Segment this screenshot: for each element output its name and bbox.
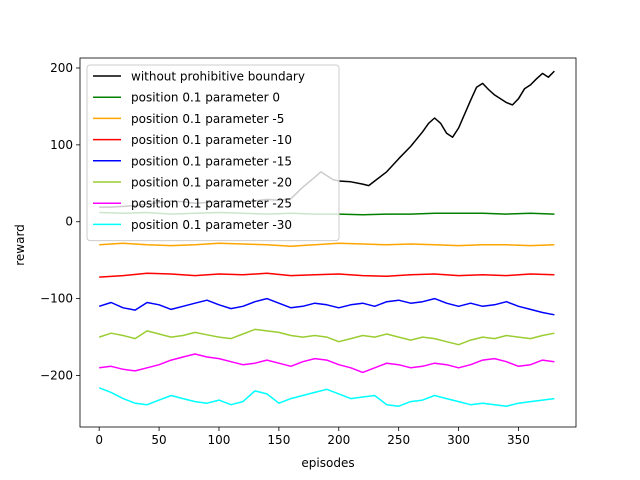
series-line-5: [98, 328, 555, 346]
series-line-3: [99, 272, 555, 278]
y-tick-label-0: −200: [40, 368, 73, 382]
x-tick-label-2: 100: [208, 433, 231, 447]
x-tick-label-4: 200: [327, 433, 350, 447]
series-line-4: [98, 297, 555, 316]
x-tick-label-0: 0: [95, 433, 103, 447]
ticks-layer: 0 50 100 150 200 250 300 350 −200 −100 0 100 200: [40, 61, 530, 447]
series-line-7: [98, 387, 555, 407]
y-tick-label-1: −100: [40, 292, 73, 306]
legend-label-3: position 0.1 parameter -10: [131, 133, 292, 147]
series-line-6: [99, 353, 555, 374]
series-layer: [98, 70, 555, 407]
x-tick-label-6: 300: [447, 433, 470, 447]
y-axis-label: reward: [13, 224, 27, 266]
y-tick-label-3: 100: [50, 138, 73, 152]
legend-label-4: position 0.1 parameter -15: [131, 154, 292, 168]
legend-label-5: position 0.1 parameter -20: [131, 176, 292, 190]
legend-label-1: position 0.1 parameter 0: [131, 91, 280, 105]
legend-box: [86, 64, 340, 242]
legend: without prohibitive boundary position 0.1…: [86, 64, 340, 242]
axes-frame: [79, 57, 577, 428]
x-tick-label-5: 250: [387, 433, 410, 447]
legend-label-0: without prohibitive boundary: [131, 70, 305, 84]
series-line-2: [99, 242, 555, 248]
legend-label-7: position 0.1 parameter -30: [131, 218, 292, 232]
x-tick-label-3: 150: [267, 433, 290, 447]
legend-label-2: position 0.1 parameter -5: [131, 112, 284, 126]
x-axis-label: episodes: [301, 456, 354, 470]
x-tick-label-7: 350: [507, 433, 530, 447]
y-tick-label-4: 200: [50, 61, 73, 75]
legend-label-6: position 0.1 parameter -25: [131, 197, 292, 211]
plot-area-border: [79, 57, 577, 428]
x-tick-label-1: 50: [151, 433, 166, 447]
y-tick-label-2: 0: [65, 215, 73, 229]
